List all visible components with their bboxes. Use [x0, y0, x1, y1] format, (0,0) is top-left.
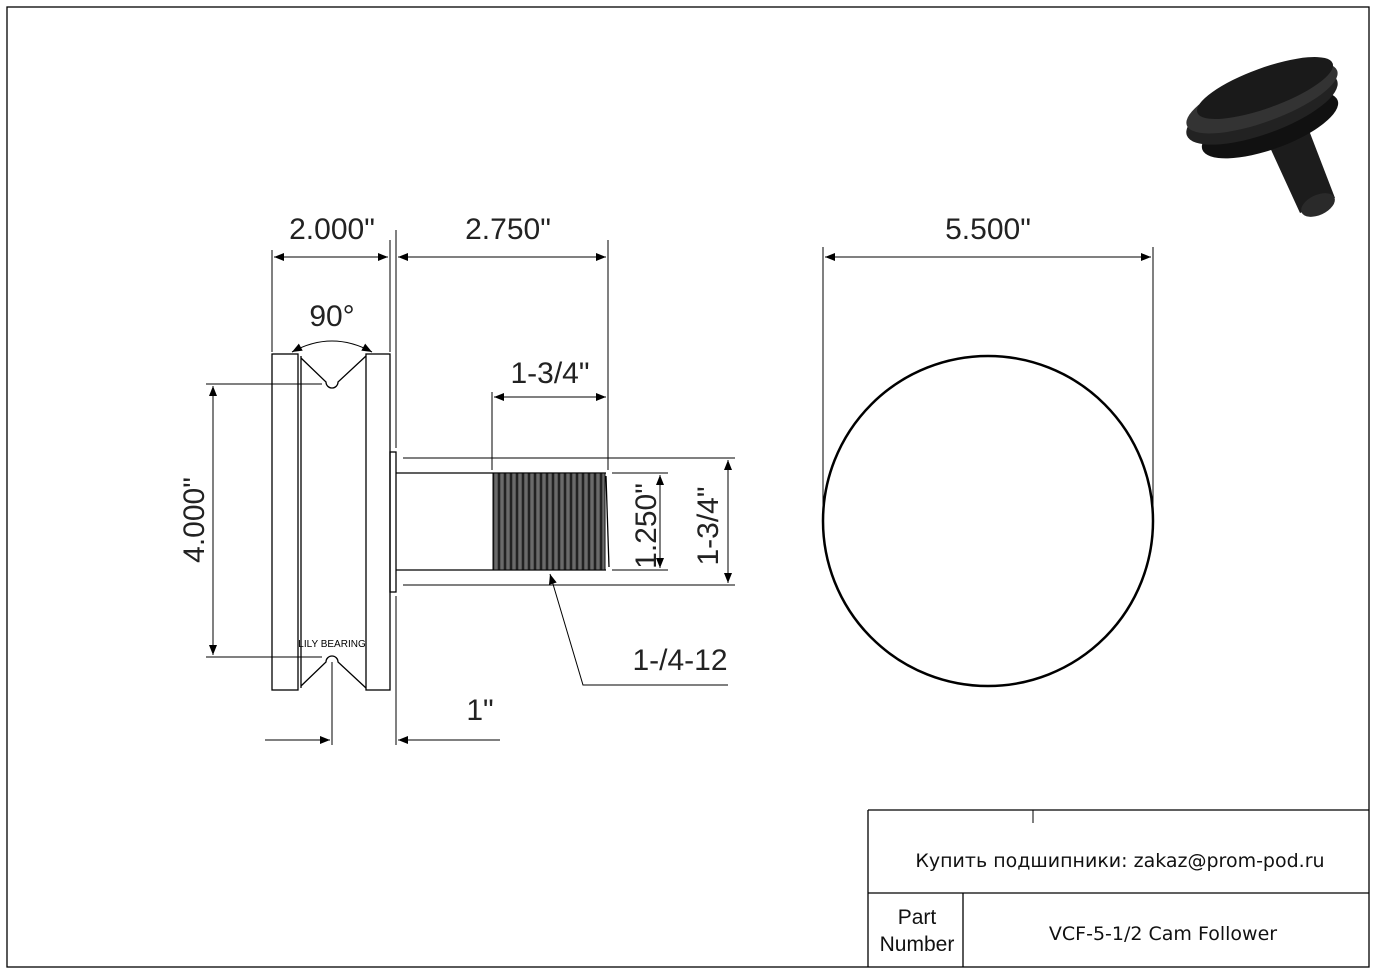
logo-text: LILY BEARING — [298, 639, 366, 650]
isometric-render — [1186, 57, 1339, 217]
part-number: VCF-5-1/2 Cam Follower — [1049, 923, 1277, 945]
dim-stud-overall: 1-3/4" — [692, 486, 725, 565]
dim-thread-spec: 1-/4-12 — [632, 644, 727, 677]
part-label-line2: Number — [880, 933, 955, 956]
dim-offset: 1" — [466, 694, 493, 727]
contact-text: Купить подшипники: zakaz@prom-pod.ru — [915, 850, 1324, 872]
dim-overall-length: 2.750" — [465, 213, 551, 246]
thread-region — [492, 472, 606, 571]
drawing-border — [6, 6, 1370, 968]
dimensions: 2.000" 2.750" 90° 1-3/4" 4.000" 1.250" 1… — [178, 213, 732, 745]
dim-thread-length: 1-3/4" — [510, 357, 589, 390]
dim-outer-diameter: 5.500" — [945, 213, 1031, 246]
dim-stud-diameter: 1.250" — [630, 483, 663, 569]
front-view: 5.500" — [821, 213, 1155, 688]
title-block: Купить подшипники: zakaz@prom-pod.ru Par… — [867, 809, 1369, 967]
dim-groove-angle: 90° — [309, 300, 354, 333]
dim-flange-width: 2.000" — [289, 213, 375, 246]
side-view: LILY BEARING — [271, 230, 735, 745]
part-label-line1: Part — [898, 906, 937, 929]
dim-height: 4.000" — [178, 477, 211, 563]
